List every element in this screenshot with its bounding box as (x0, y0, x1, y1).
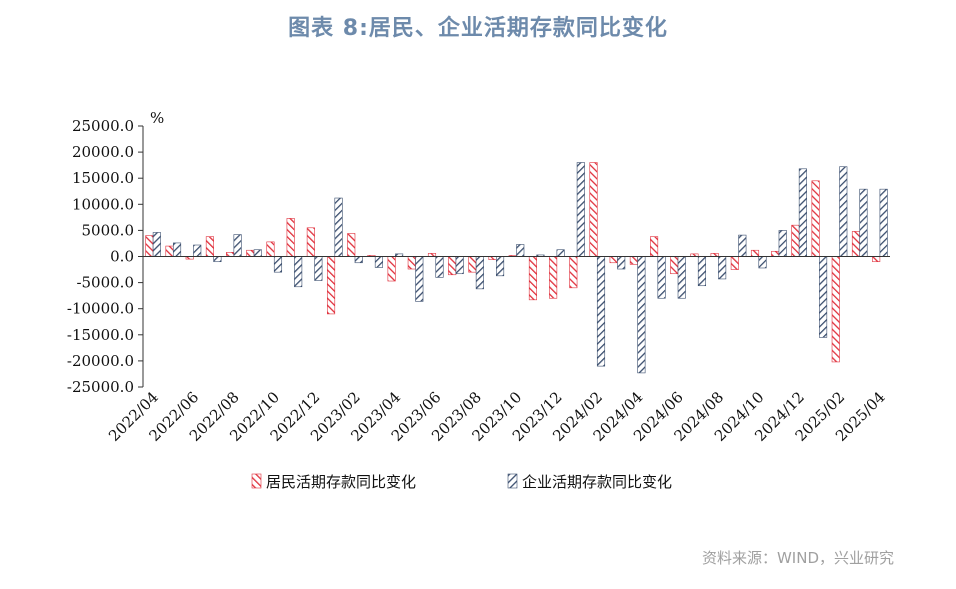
resident-bar-2023-04 (387, 256, 396, 282)
legend: 居民活期存款同比变化 企业活期存款同比变化 (251, 473, 672, 491)
resident-bar-2022-11 (286, 218, 295, 257)
resident-bar-2023-07 (448, 256, 457, 276)
resident-bar-2024-06 (670, 256, 679, 275)
enterprise-bar-2022-10 (273, 256, 283, 273)
resident-bar-2023-02 (347, 233, 356, 257)
enterprise-bar-2025-04 (879, 188, 888, 257)
resident-bar-2024-03 (609, 256, 618, 264)
y-tick-label: -15000.0 (67, 326, 134, 344)
resident-bar-2023-11 (528, 256, 537, 301)
enterprise-bar-2023-03 (374, 256, 383, 268)
chart-title: 图表 8:居民、企业活期存款同比变化 (288, 16, 668, 41)
resident-bar-2023-12 (549, 256, 558, 299)
enterprise-bar-2024-07 (697, 256, 707, 287)
enterprise-bar-2024-04 (637, 256, 646, 374)
resident-bar-2022-12 (306, 227, 315, 257)
legend-label-enterprise: 企业活期存款同比变化 (522, 473, 672, 491)
resident-bar-2025-01 (811, 180, 820, 257)
resident-bar-2024-02 (589, 162, 598, 257)
enterprise-bar-2023-05 (415, 256, 424, 302)
enterprise-bar-2024-10 (758, 256, 767, 269)
resident-bar-2023-08 (468, 256, 477, 273)
enterprise-bar-2022-05 (172, 242, 182, 257)
y-tick-label: 10000.0 (72, 195, 134, 213)
enterprise-bar-2024-06 (677, 256, 686, 299)
source-note: 资料来源：WIND，兴业研究 (701, 549, 894, 567)
resident-bar-2025-02 (831, 256, 840, 363)
enterprise-bar-2024-05 (657, 256, 666, 299)
resident-bar-2022-04 (145, 235, 154, 257)
resident-bar-2022-07 (205, 236, 214, 257)
unit-label: % (150, 109, 164, 127)
y-tick-label: -5000.0 (76, 274, 134, 292)
resident-bar-2022-10 (266, 241, 275, 257)
enterprise-bar-2023-12 (556, 249, 565, 257)
enterprise-bar-2024-03 (617, 256, 626, 270)
resident-bar-2024-05 (650, 236, 659, 257)
y-tick-label: 0.0 (110, 248, 134, 266)
enterprise-bar-2024-08 (718, 256, 727, 280)
resident-bar-2025-04 (872, 256, 881, 263)
enterprise-bar-2025-03 (859, 188, 868, 257)
enterprise-bar-2025-02 (839, 166, 848, 257)
x-axis: 2022/042022/062022/082022/102022/122023/… (105, 256, 890, 445)
enterprise-bar-2023-07 (455, 256, 464, 275)
resident-bar-2022-05 (165, 245, 174, 257)
resident-bar-2024-01 (569, 256, 578, 289)
resident-bar-2024-09 (730, 256, 739, 270)
legend-swatch-resident (251, 473, 262, 489)
enterprise-bar-2023-02 (354, 256, 363, 264)
resident-bar-2025-03 (851, 231, 861, 257)
enterprise-bar-2022-09 (253, 249, 262, 257)
y-tick-label: -25000.0 (67, 378, 134, 396)
enterprise-bar-2023-10 (516, 244, 525, 257)
resident-bar-2022-08 (226, 252, 235, 257)
resident-bar-2023-01 (326, 256, 336, 315)
enterprise-bar-2024-09 (738, 234, 747, 257)
y-tick-label: -20000.0 (67, 352, 134, 370)
resident-bar-2023-05 (407, 256, 416, 270)
enterprise-bar-2023-01 (334, 197, 343, 257)
enterprise-bar-2023-08 (475, 256, 484, 290)
legend-swatch-enterprise (507, 473, 518, 489)
legend-label-resident: 居民活期存款同比变化 (266, 473, 416, 491)
enterprise-bar-2025-01 (819, 256, 828, 338)
resident-bar-2024-12 (791, 224, 800, 257)
enterprise-bar-2022-04 (152, 232, 161, 257)
y-tick-label: 20000.0 (72, 143, 134, 161)
y-tick-label: 5000.0 (82, 221, 135, 239)
enterprise-bar-2022-07 (213, 256, 222, 263)
enterprise-bar-2024-02 (596, 256, 606, 367)
enterprise-bar-2022-06 (193, 244, 202, 257)
bars (145, 162, 888, 374)
enterprise-bar-2024-01 (576, 162, 585, 257)
resident-bar-2024-04 (629, 256, 638, 265)
enterprise-bar-2022-08 (233, 234, 242, 257)
resident-bar-2024-10 (750, 249, 760, 257)
enterprise-bar-2024-11 (778, 230, 787, 257)
enterprise-bar-2024-12 (798, 168, 807, 257)
y-tick-label: 25000.0 (72, 117, 134, 135)
enterprise-bar-2022-12 (314, 256, 323, 281)
enterprise-bar-2023-06 (435, 256, 444, 278)
enterprise-bar-2022-11 (294, 256, 303, 288)
enterprise-bar-2023-09 (496, 256, 505, 277)
resident-bar-2024-11 (771, 250, 780, 257)
y-tick-label: 15000.0 (72, 169, 134, 187)
y-axis: 25000.0 20000.0 15000.0 10000.0 5000.0 0.0 -50… (67, 109, 164, 396)
y-tick-label: -10000.0 (67, 300, 134, 318)
resident-bar-2022-09 (246, 249, 255, 257)
